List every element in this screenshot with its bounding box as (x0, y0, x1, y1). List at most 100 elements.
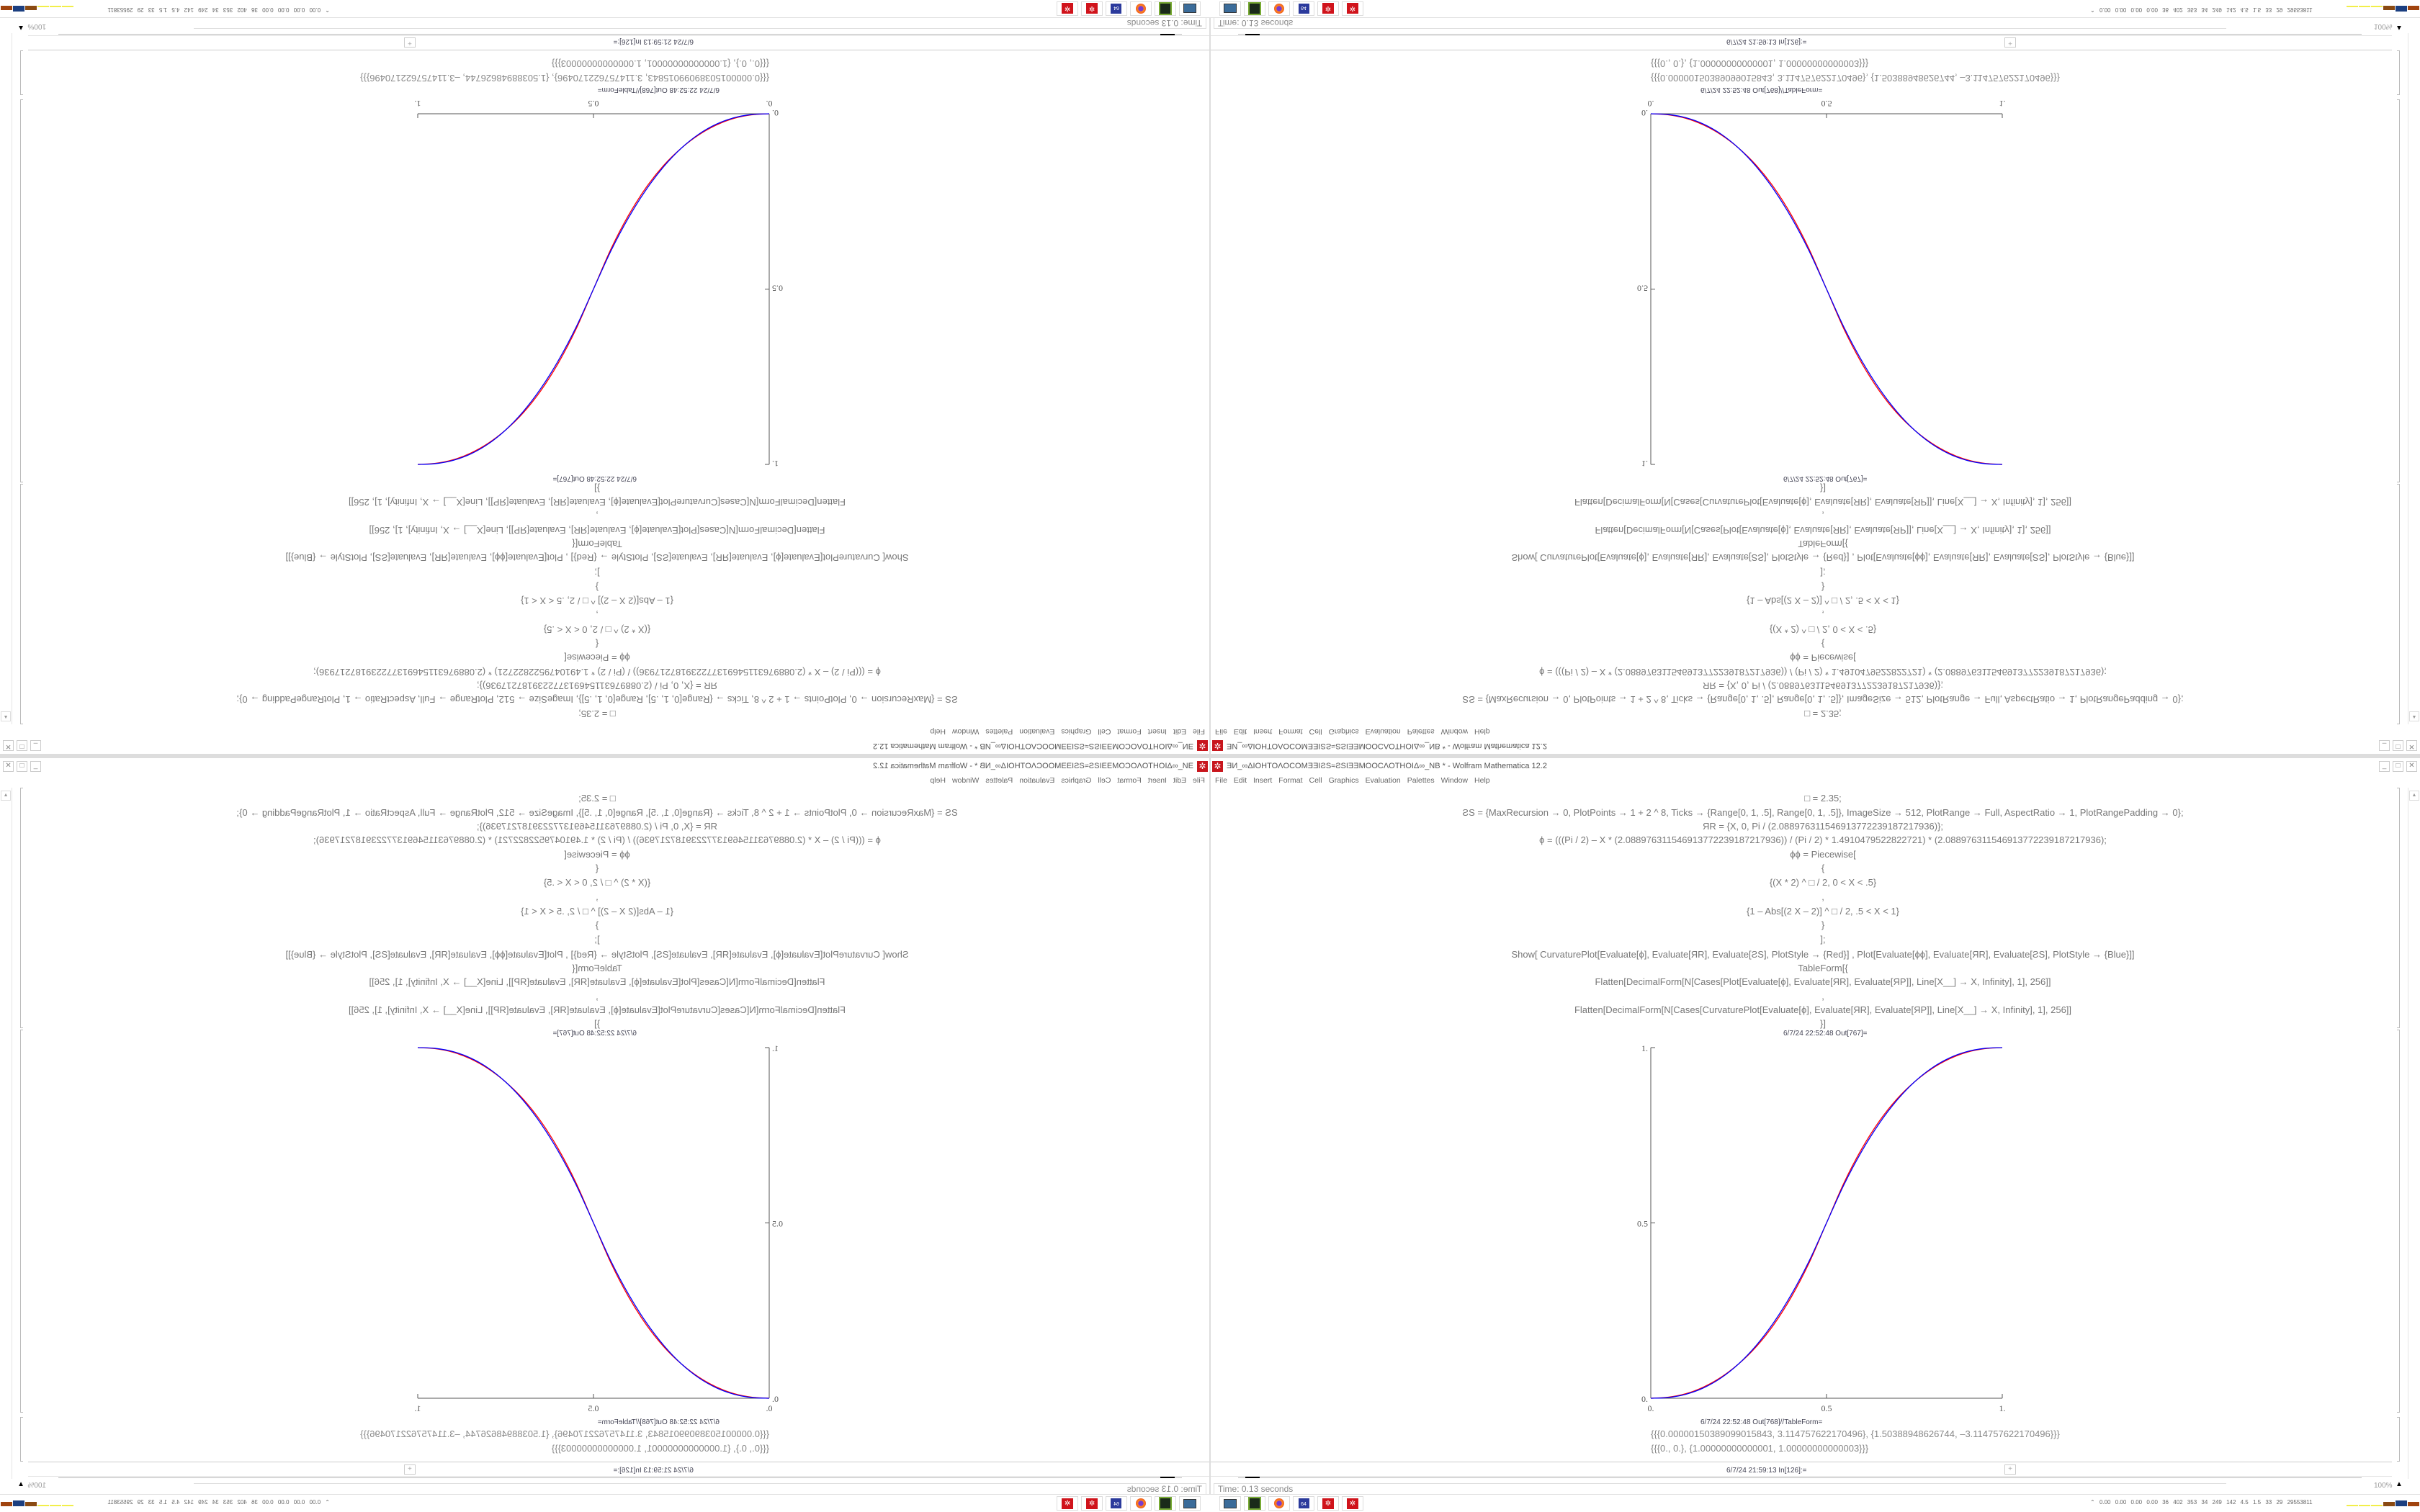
cell-bracket[interactable] (2397, 484, 2400, 724)
zoom-menu-icon[interactable]: ▲ (17, 1480, 24, 1488)
zoom-level[interactable]: 100% (2374, 1482, 2393, 1490)
menu-insert[interactable]: Insert (1253, 727, 1273, 736)
cell-bracket[interactable] (2397, 1417, 2400, 1462)
scroll-up-icon[interactable]: ▲ (1, 711, 11, 721)
scrollbar-thumb[interactable] (1245, 1477, 1260, 1478)
cell-bracket[interactable] (2397, 50, 2400, 95)
maximize-button[interactable]: □ (17, 740, 27, 751)
menu-help[interactable]: Help (930, 727, 946, 736)
expand-icon[interactable]: ⌃ (321, 1499, 330, 1506)
cell-bracket[interactable] (20, 1030, 23, 1413)
menu-help[interactable]: Help (1474, 727, 1490, 736)
scroll-up-icon[interactable]: ▲ (2409, 791, 2419, 801)
maximize-button[interactable]: □ (2393, 740, 2403, 751)
expand-icon[interactable]: ⌃ (2090, 6, 2099, 13)
firefox-icon[interactable] (1268, 1, 1290, 16)
title-bar[interactable]: ✲ ƎИ_∞ΔIOHTOΛOCOMƎƎIƧS≈ƧSIƎƎMOOCΛOTHOIΔ∞… (1211, 756, 2420, 775)
menu-palettes[interactable]: Palettes (985, 776, 1013, 785)
menu-format[interactable]: Format (1117, 776, 1142, 785)
vertical-scrollbar[interactable]: ▲ (2408, 788, 2419, 1479)
close-button[interactable]: ✕ (2406, 740, 2417, 751)
mathematica-icon[interactable]: ✲ (1081, 1496, 1103, 1511)
menu-window[interactable]: Window (951, 727, 980, 736)
floppy-64-icon[interactable]: 64 (1293, 1, 1314, 16)
zoom-menu-icon[interactable]: ▲ (17, 24, 24, 32)
zoom-level[interactable]: 100% (27, 1482, 46, 1490)
zoom-level[interactable]: 100% (27, 22, 46, 30)
menu-file[interactable]: File (1193, 776, 1205, 785)
menu-format[interactable]: Format (1278, 776, 1303, 785)
insert-cell-button[interactable]: + (404, 37, 416, 48)
menu-insert[interactable]: Insert (1253, 776, 1273, 785)
vertical-scrollbar[interactable]: ▲ (2408, 33, 2419, 724)
monitor-icon[interactable] (1219, 1, 1241, 16)
floppy-64-icon[interactable]: 64 (1106, 1, 1127, 16)
firefox-icon[interactable] (1130, 1, 1152, 16)
menu-window[interactable]: Window (951, 776, 980, 785)
expand-icon[interactable]: ⌃ (2090, 1499, 2099, 1506)
mathematica-icon[interactable]: ✲ (1057, 1496, 1078, 1511)
close-button[interactable]: ✕ (3, 740, 14, 751)
menu-edit[interactable]: Edit (1173, 776, 1187, 785)
scroll-up-icon[interactable]: ▲ (2409, 711, 2419, 721)
scrollbar-thumb[interactable] (1160, 1477, 1175, 1478)
minimize-button[interactable]: _ (2379, 761, 2390, 772)
menu-format[interactable]: Format (1117, 727, 1142, 736)
zoom-menu-icon[interactable]: ▲ (2396, 24, 2403, 32)
menu-graphics[interactable]: Graphics (1328, 727, 1359, 736)
cell-bracket[interactable] (2397, 1030, 2400, 1413)
mathematica-icon[interactable]: ✲ (1317, 1, 1339, 16)
maximize-button[interactable]: □ (2393, 761, 2403, 772)
floppy-64-icon[interactable]: 64 (1293, 1496, 1314, 1511)
cell-bracket[interactable] (20, 1417, 23, 1462)
close-button[interactable]: ✕ (3, 761, 14, 772)
drive-icon[interactable] (1155, 1, 1176, 16)
menu-palettes[interactable]: Palettes (1407, 727, 1435, 736)
minimize-button[interactable]: _ (30, 740, 41, 751)
mathematica-icon[interactable]: ✲ (1317, 1496, 1339, 1511)
menu-insert[interactable]: Insert (1147, 727, 1167, 736)
insert-cell-button[interactable]: + (404, 1464, 416, 1475)
drive-icon[interactable] (1244, 1, 1265, 16)
mathematica-icon[interactable]: ✲ (1342, 1, 1363, 16)
menu-cell[interactable]: Cell (1309, 776, 1322, 785)
firefox-icon[interactable] (1268, 1496, 1290, 1511)
menu-evaluation[interactable]: Evaluation (1019, 727, 1055, 736)
horizontal-scrollbar[interactable] (1238, 1477, 2362, 1478)
menu-cell[interactable]: Cell (1309, 727, 1322, 736)
menu-edit[interactable]: Edit (1233, 727, 1247, 736)
cell-bracket[interactable] (20, 788, 23, 1028)
monitor-icon[interactable] (1179, 1496, 1201, 1511)
insert-cell-button[interactable]: + (2004, 1464, 2016, 1475)
menu-evaluation[interactable]: Evaluation (1365, 776, 1401, 785)
cell-bracket[interactable] (20, 484, 23, 724)
menu-window[interactable]: Window (1440, 776, 1469, 785)
menu-help[interactable]: Help (930, 776, 946, 785)
horizontal-scrollbar[interactable] (58, 34, 1182, 35)
menu-insert[interactable]: Insert (1147, 776, 1167, 785)
title-bar[interactable]: ✲ ƎИ_∞ΔIOHTOΛOCOMƎƎIƧS≈ƧSIƎƎMOOCΛOTHOIΔ∞… (1211, 737, 2420, 756)
drive-icon[interactable] (1244, 1496, 1265, 1511)
close-button[interactable]: ✕ (2406, 761, 2417, 772)
expand-icon[interactable]: ⌃ (321, 6, 330, 13)
menu-cell[interactable]: Cell (1098, 776, 1111, 785)
menu-graphics[interactable]: Graphics (1328, 776, 1359, 785)
horizontal-scrollbar[interactable] (58, 1477, 1182, 1478)
menu-format[interactable]: Format (1278, 727, 1303, 736)
menu-palettes[interactable]: Palettes (1407, 776, 1435, 785)
menu-edit[interactable]: Edit (1233, 776, 1247, 785)
firefox-icon[interactable] (1130, 1496, 1152, 1511)
vertical-scrollbar[interactable]: ▲ (1, 33, 12, 724)
cell-bracket[interactable] (2397, 788, 2400, 1028)
cell-bracket[interactable] (2397, 99, 2400, 482)
menu-palettes[interactable]: Palettes (985, 727, 1013, 736)
mathematica-icon[interactable]: ✲ (1342, 1496, 1363, 1511)
minimize-button[interactable]: _ (2379, 740, 2390, 751)
scroll-up-icon[interactable]: ▲ (1, 791, 11, 801)
menu-window[interactable]: Window (1440, 727, 1469, 736)
title-bar[interactable]: ✲ ƎИ_∞ΔIOHTOΛOCOMƎƎIƧS≈ƧSIƎƎMOOCΛOTHOIΔ∞… (0, 756, 1209, 775)
zoom-level[interactable]: 100% (2374, 22, 2393, 30)
minimize-button[interactable]: _ (30, 761, 41, 772)
menu-evaluation[interactable]: Evaluation (1365, 727, 1401, 736)
menu-graphics[interactable]: Graphics (1061, 776, 1092, 785)
